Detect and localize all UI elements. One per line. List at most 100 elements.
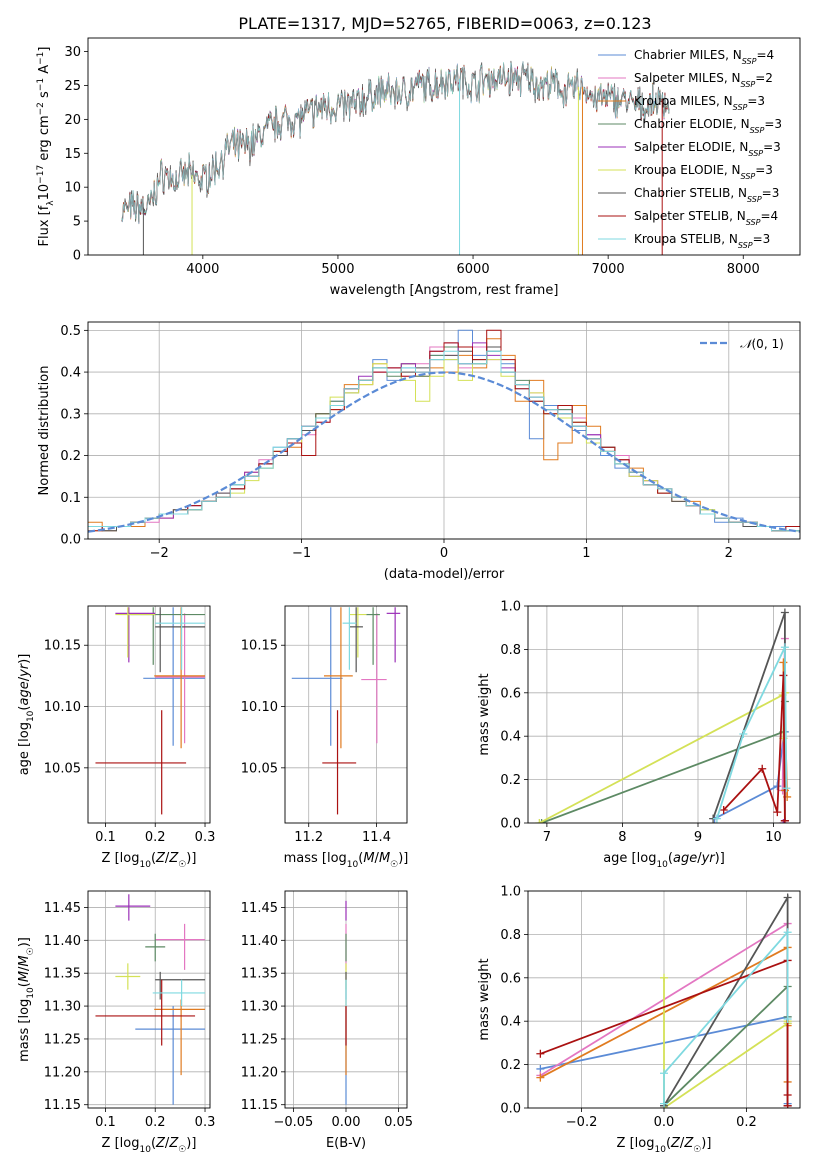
weight_vs_age-ytick-label: 0.6 [500, 686, 521, 701]
age_vs_Z-ytick-label: 10.15 [44, 639, 81, 654]
weight-series-line [663, 929, 789, 1104]
weight_vs_age-xlabel-math: age [log10(age/yr)] [603, 851, 725, 870]
spectrum-xtick-label: 5000 [321, 262, 354, 277]
weight-marker [536, 1049, 545, 1058]
age_vs_Z-ytick-label: 10.10 [44, 700, 81, 715]
weight-series-line [540, 959, 789, 1106]
mass_vs_Z-frame [87, 890, 211, 1109]
legend-label: Salpeter MILES, NSSP=2 [634, 71, 773, 89]
spectrum-xlabel: wavelength [Angstrom, rest frame] [330, 283, 559, 298]
residuals-ytick-label: 0.4 [60, 366, 81, 381]
mass_vs_EBV-ytick-label: 11.30 [241, 1000, 278, 1015]
weight_vs_Z-xtick-label: −0.2 [566, 1115, 598, 1130]
mass_vs_EBV-ytick-label: 11.35 [241, 967, 278, 982]
spectrum-ytick-label: 30 [64, 45, 81, 60]
spectrum-ytick-label: 5 [73, 215, 81, 230]
spectrum-ylabel: Flux [fλ10−17 erg cm−2 s−1 A−1] [36, 47, 56, 247]
residuals-xlabel: (data-model)/error [384, 567, 505, 582]
residuals-ytick-label: 0.5 [60, 324, 81, 339]
legend-label: Kroupa STELIB, NSSP=3 [634, 232, 770, 250]
residuals-frame [87, 321, 801, 540]
mass_vs_Z-ytick-label: 11.25 [44, 1032, 81, 1047]
weight-marker [739, 730, 748, 739]
weight-marker [779, 658, 788, 667]
weight-marker [783, 928, 792, 937]
spectrum-xtick-label: 7000 [592, 262, 625, 277]
residuals-ytick-label: 0.1 [60, 491, 81, 506]
mass_vs_Z-xtick-label: 0.2 [145, 1115, 166, 1130]
weight_vs_Z-ytick-label: 0.6 [500, 971, 521, 986]
weight-marker [783, 893, 792, 902]
weight_vs_age-ytick-label: 0.8 [500, 643, 521, 658]
legend-label: Chabrier STELIB, NSSP=3 [634, 186, 779, 204]
age_vs_mass-points [291, 607, 401, 815]
residuals-ylabel: Normed distribution [37, 366, 52, 496]
weight_vs_Z-xtick-label: 0.2 [736, 1115, 757, 1130]
weight_vs_age-ytick-label: 1.0 [500, 600, 521, 615]
residual-histograms [88, 329, 800, 533]
mass_vs_Z-ytick-label: 11.45 [44, 901, 81, 916]
mass_vs_Z-ytick-label: 11.20 [44, 1065, 81, 1080]
mass_vs_EBV-xtick-label: 0.00 [332, 1115, 361, 1130]
spectrum-lines [121, 60, 670, 255]
weight-marker [758, 764, 767, 773]
residuals-xtick-label: −1 [292, 546, 311, 561]
weight-marker [780, 608, 789, 617]
weight_vs_age-ylabel: mass weight [477, 673, 492, 755]
mass_vs_EBV-xtick-label: −0.05 [273, 1115, 313, 1130]
mass_vs_EBV-xlabel: E(B-V) [326, 1136, 366, 1151]
weight_vs_Z-ylabel: mass weight [477, 958, 492, 1040]
spectrum-ytick-label: 10 [64, 181, 81, 196]
weight-marker [536, 1073, 545, 1082]
weight_vs_Z-frame [527, 890, 801, 1109]
weight-marker [782, 784, 791, 793]
age_vs_Z-points [95, 607, 206, 815]
weight_vs_age-xtick-label: 10 [765, 830, 782, 845]
spectrum-ytick-label: 20 [64, 113, 81, 128]
weight-marker [773, 782, 782, 791]
weight-marker [783, 1015, 792, 1024]
weight_vs_age-xtick-label: 8 [618, 830, 626, 845]
age_vs_mass-frame [284, 605, 408, 824]
mass_vs_Z-xtick-label: 0.3 [195, 1115, 216, 1130]
age_vs_Z-xtick-label: 0.1 [95, 830, 116, 845]
weight_vs_Z-ytick-label: 0.2 [500, 1058, 521, 1073]
legend-label: Kroupa ELODIE, NSSP=3 [634, 163, 773, 181]
weight-marker [783, 1090, 792, 1099]
spectrum-frame [87, 37, 801, 256]
age_vs_mass-ytick-label: 10.10 [241, 700, 278, 715]
weight_vs_Z-ytick-label: 0.0 [500, 1102, 521, 1117]
residuals-ytick-label: 0.0 [60, 533, 81, 548]
weight-marker [660, 1099, 668, 1108]
legend-label: Chabrier MILES, NSSP=4 [634, 48, 774, 66]
legend-label: Salpeter ELODIE, NSSP=3 [634, 140, 781, 158]
weight_vs_age-xtick-label: 7 [543, 830, 551, 845]
age_vs_Z-ylabel-math: age [log10(age/yr)] [17, 654, 36, 776]
weight_vs_Z-xtick-label: 0.0 [654, 1115, 675, 1130]
mass_vs_Z-points [95, 894, 206, 1105]
weight-marker [537, 819, 546, 823]
residuals-xtick-label: 0 [440, 546, 448, 561]
age_vs_Z-xlabel-math: Z [log10(Z/Z☉)] [102, 851, 197, 870]
spectrum-xtick-label: 6000 [457, 262, 490, 277]
weight_vs_Z-lines [536, 893, 792, 1108]
mass_vs_Z-ytick-label: 11.30 [44, 1000, 81, 1015]
weight_vs_Z-ytick-label: 1.0 [500, 885, 521, 900]
spectrum-series-line [121, 61, 670, 225]
mass_vs_EBV-ytick-label: 11.45 [241, 901, 278, 916]
weight_vs_Z-ytick-label: 0.8 [500, 928, 521, 943]
mass_vs_EBV-ytick-label: 11.20 [241, 1065, 278, 1080]
spectrum-legend: Chabrier MILES, NSSP=4 Salpeter MILES, NS… [598, 48, 782, 250]
spectrum-ytick-label: 15 [64, 147, 81, 162]
weight_vs_age-ytick-label: 0.4 [500, 730, 521, 745]
weight-marker [535, 819, 544, 823]
residuals-ytick-label: 0.3 [60, 407, 81, 422]
mass_vs_Z-ytick-label: 11.15 [44, 1098, 81, 1113]
mass_vs_EBV-ytick-label: 11.25 [241, 1032, 278, 1047]
mass_vs_EBV-ytick-label: 11.40 [241, 934, 278, 949]
figure-title: PLATE=1317, MJD=52765, FIBERID=0063, z=0… [238, 14, 651, 33]
age_vs_mass-xtick-label: 11.2 [294, 830, 323, 845]
weight-marker [773, 808, 782, 817]
age_vs_mass-axes: 11.2 11.4 10.05 10.10 10.15 [241, 606, 407, 845]
residuals-xtick-label: 1 [582, 546, 590, 561]
